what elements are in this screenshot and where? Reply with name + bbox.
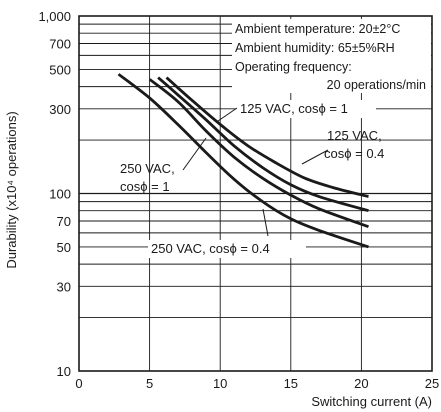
y-tick-label: 500 (49, 62, 71, 77)
leader-250-04 (262, 208, 269, 237)
y-tick-label: 30 (57, 279, 71, 294)
plot-frame (78, 15, 433, 372)
note-operating-frequency-value: 20 operations/min (327, 78, 426, 92)
label-250vac-cos04: 250 VAC, cosϕ = 0.4 (151, 241, 270, 256)
notes-background (232, 19, 431, 93)
label-125vac-cos1: 125 VAC, cosϕ = 1 (240, 101, 348, 116)
x-tick-label: 20 (354, 376, 368, 391)
series-annotations: 125 VAC, cosϕ = 1 125 VAC, cosϕ = 0.4 25… (120, 100, 384, 258)
x-axis-label: Switching current (A) (311, 394, 432, 409)
series-line-1 (157, 76, 369, 213)
note-ambient-humidity: Ambient humidity: 65±5%RH (235, 41, 395, 55)
y-tick-label: 100 (49, 187, 71, 202)
y-tick-label: 700 (49, 36, 71, 51)
x-tick-label: 0 (75, 376, 82, 391)
x-tick-label: 10 (213, 376, 227, 391)
y-tick-label: 1,000 (38, 9, 71, 24)
conditions-notes: Ambient temperature: 20±2°C Ambient humi… (232, 19, 431, 93)
label-bg-125-1 (236, 100, 376, 118)
note-operating-frequency: Operating frequency: (235, 60, 352, 74)
series-line-2 (148, 78, 369, 229)
y-tick-label: 70 (57, 214, 71, 229)
x-tick-label: 5 (146, 376, 153, 391)
label-125vac-cos04-line1: 125 VAC, (327, 128, 382, 143)
x-tick-label: 15 (284, 376, 298, 391)
tick-labels: 0 5 10 15 20 25 10 30 50 70 100 300 500 700 1,000 (38, 9, 439, 391)
series-line-3 (117, 73, 369, 249)
series-line-0 (165, 76, 369, 198)
x-tick-label: 25 (425, 376, 439, 391)
label-250vac-cos1-line2: cosϕ = 1 (120, 179, 170, 194)
leader-125-1 (217, 107, 238, 122)
leader-250-1 (182, 137, 207, 171)
y-axis-label: Durability (x10⁴ operations) (4, 111, 19, 268)
label-bg-250-04 (148, 240, 306, 258)
series-lines (117, 73, 369, 249)
y-tick-label: 50 (57, 240, 71, 255)
label-125vac-cos04-line2: cosϕ = 0.4 (324, 146, 384, 161)
leader-125-04 (301, 149, 329, 165)
label-250vac-cos1-line1: 250 VAC, (120, 161, 175, 176)
y-tick-label: 10 (57, 364, 71, 379)
y-tick-label: 300 (49, 102, 71, 117)
note-ambient-temperature: Ambient temperature: 20±2°C (235, 22, 400, 36)
